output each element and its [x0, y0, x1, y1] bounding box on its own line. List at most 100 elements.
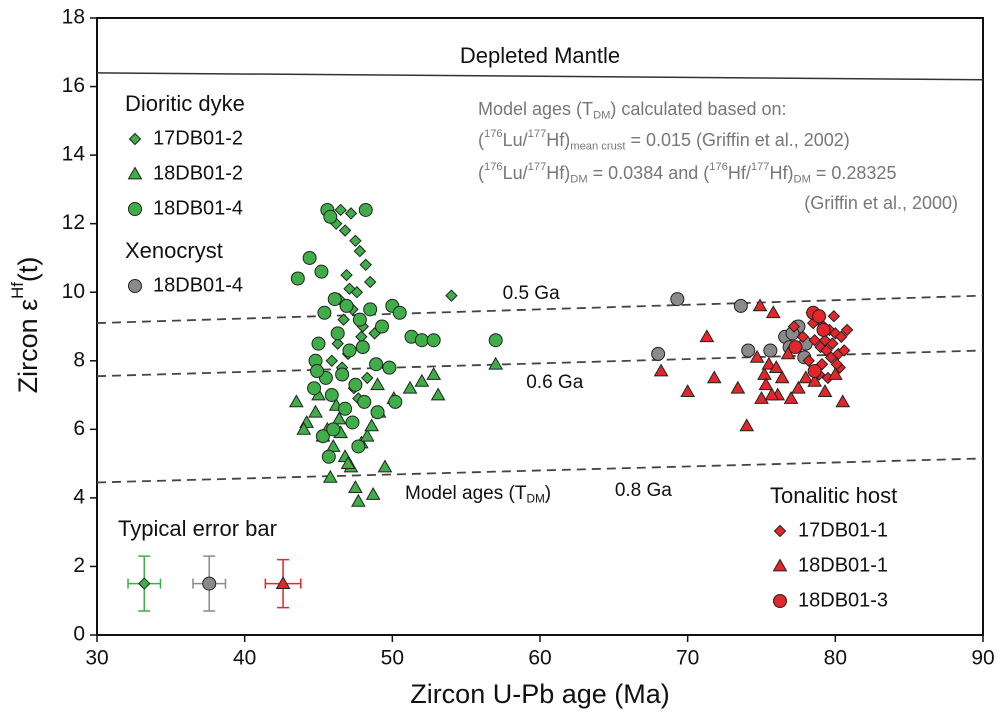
error-bar-point — [138, 577, 151, 590]
point — [699, 329, 715, 343]
point — [818, 334, 832, 347]
y-tick-label: 6 — [73, 417, 85, 440]
legend-marker — [127, 166, 143, 180]
point — [369, 357, 384, 372]
point — [365, 486, 381, 500]
point — [359, 258, 372, 272]
point — [317, 305, 332, 320]
point — [808, 334, 821, 347]
legend-marker — [773, 594, 787, 608]
text-run: 176 — [709, 161, 728, 173]
point — [355, 340, 370, 355]
point — [351, 493, 366, 507]
point — [302, 250, 317, 265]
point — [370, 377, 385, 391]
y-tick-label: 10 — [62, 280, 85, 303]
x-tick-label: 90 — [971, 647, 994, 670]
point — [798, 370, 814, 384]
point — [296, 421, 312, 435]
y-tick-label: 8 — [73, 348, 85, 371]
legend-label: 18DB01-3 — [798, 589, 888, 611]
text-run: ( — [478, 163, 484, 183]
point — [350, 286, 364, 299]
point — [802, 354, 815, 367]
point — [488, 333, 503, 348]
point — [733, 298, 748, 313]
reference-line — [96, 72, 984, 81]
x-axis-label: Zircon U-Pb age (Ma) — [410, 679, 670, 709]
legend-marker — [128, 202, 142, 216]
point — [388, 394, 403, 409]
text-run: Model ages (T — [478, 99, 593, 119]
point — [342, 343, 357, 358]
error-bar-title: Typical error bar — [118, 516, 277, 541]
x-tick-label: 70 — [676, 647, 699, 670]
point — [374, 319, 389, 334]
text-run: = 0.015 (Griffin et al., 2002) — [625, 130, 849, 150]
point — [768, 360, 784, 374]
x-tick-label: 30 — [85, 647, 108, 670]
point — [323, 209, 338, 224]
legend-marker — [128, 132, 142, 146]
point — [827, 310, 841, 323]
point — [414, 333, 429, 348]
point — [783, 390, 799, 404]
point — [351, 439, 366, 454]
point — [335, 367, 350, 382]
point — [730, 380, 746, 394]
point — [426, 366, 442, 380]
point — [670, 292, 685, 307]
legend-marker — [773, 524, 787, 538]
text-run: Hf — [9, 282, 28, 299]
text-run: ( — [478, 130, 484, 150]
point — [322, 469, 338, 483]
point — [426, 333, 441, 348]
point — [308, 404, 323, 418]
text-run: ) — [545, 483, 551, 504]
text-run: 177 — [751, 161, 770, 173]
text-run: Zircon ε — [13, 299, 43, 394]
text-run: (t) — [13, 257, 43, 282]
point — [817, 384, 833, 398]
point — [364, 418, 380, 432]
point — [338, 401, 353, 416]
point — [334, 203, 347, 217]
point — [392, 305, 407, 320]
legend-marker — [772, 558, 788, 572]
legend-label: 18DB01-1 — [798, 554, 888, 576]
point — [348, 480, 363, 493]
point — [361, 371, 374, 385]
point — [340, 456, 356, 469]
legend-label: 17DB01-2 — [153, 127, 243, 149]
x-tick-label: 50 — [381, 647, 404, 670]
point — [353, 244, 367, 258]
y-tick-label: 14 — [62, 143, 86, 166]
point — [787, 320, 801, 333]
point — [774, 370, 790, 384]
point — [835, 394, 851, 408]
y-tick-label: 12 — [62, 211, 85, 234]
point — [324, 388, 339, 403]
point — [835, 330, 848, 343]
point — [315, 429, 330, 444]
legend-title: Xenocryst — [125, 238, 223, 263]
text-run: = 0.0384 and ( — [588, 163, 710, 183]
point — [807, 373, 823, 387]
point — [327, 292, 342, 307]
annotation: Model ages (TDM) calculated based on: — [478, 99, 787, 122]
point — [824, 351, 838, 364]
point — [359, 428, 375, 442]
reference-line-label: 0.8 Ga — [615, 480, 672, 501]
point — [363, 275, 377, 289]
annotation: (176Lu/177Hf)mean crust = 0.015 (Griffin… — [478, 128, 850, 153]
point — [402, 380, 418, 394]
point — [310, 364, 325, 379]
point — [357, 394, 372, 409]
text-run: DM — [570, 173, 587, 185]
text-run: Hf) — [546, 130, 570, 150]
point — [741, 343, 756, 358]
text-run: DM — [794, 173, 811, 185]
legend-label: 18DB01-4 — [153, 197, 243, 219]
y-tick-label: 0 — [73, 623, 85, 646]
